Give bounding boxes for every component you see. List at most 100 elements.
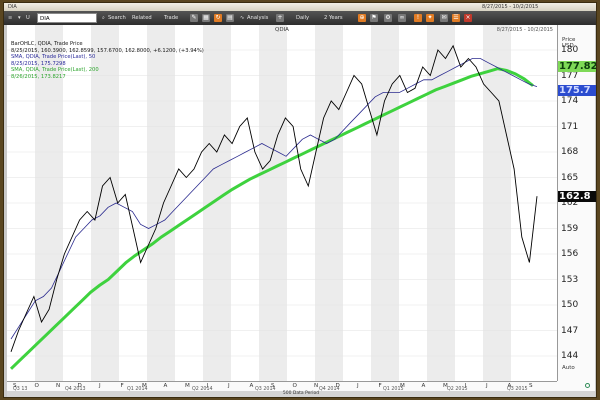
drawing-icon[interactable]: ✎ <box>190 14 198 22</box>
price-tick-label: 168 <box>561 147 579 157</box>
quarter-tick-label: Q2 2014 <box>192 387 213 392</box>
search-icon[interactable]: ⌕ <box>102 15 105 21</box>
chart-title: QDIA <box>275 27 289 33</box>
link-icon[interactable]: ∞ <box>398 14 406 22</box>
month-tick-label: J <box>228 383 230 389</box>
month-tick-label: J <box>357 383 359 389</box>
price-tick-label: 171 <box>561 121 579 132</box>
price-tick-label: 144 <box>561 351 579 361</box>
price-plot[interactable] <box>7 25 557 381</box>
chevron-down-icon[interactable]: ▾ <box>18 15 21 21</box>
zoom-icon[interactable]: ⊕ <box>358 14 366 22</box>
data-period-bar[interactable]: 500 Data Period <box>7 391 595 397</box>
month-tick-label: A <box>249 383 254 389</box>
sma-50-value-tag: 175.7 <box>558 84 596 96</box>
quarter-tick-label: Q4 2014 <box>319 387 340 392</box>
month-tick-label: A <box>507 383 512 389</box>
quarter-tick-label: Q1 2014 <box>127 387 148 392</box>
legend-sma200-title: SMA, QDIA, Trade Price(Last), 200 <box>11 67 99 74</box>
price-tick-label: 159 <box>561 223 579 234</box>
chart-legend: BarOHLC, QDIA, Trade Price 8/25/2015, 16… <box>11 41 204 81</box>
symbol-input[interactable]: DIA <box>37 13 97 23</box>
month-tick-label: O <box>34 383 39 389</box>
month-tick-label: M <box>185 383 190 389</box>
price-axis[interactable]: Price USD 180 177 174 171 168 165 162 159 156 153… <box>557 25 596 381</box>
sma-200-line <box>9 67 534 370</box>
analysis-button[interactable]: Analysis <box>247 15 269 21</box>
notes-icon[interactable]: ☰ <box>452 14 460 22</box>
month-tick-label: J <box>486 383 488 389</box>
table-icon[interactable]: ▤ <box>226 14 234 22</box>
quarter-tick-label: Q2 2015 <box>447 387 468 392</box>
layout-icon[interactable]: ▦ <box>202 14 210 22</box>
news-icon[interactable]: ✦ <box>426 14 434 22</box>
settings-icon[interactable]: ⚙ <box>384 14 392 22</box>
sma-50-line <box>10 58 538 340</box>
price-tick-label: 156 <box>561 249 579 259</box>
quarter-tick-label: Q3 2015 <box>507 387 528 392</box>
sma-200-value-tag: 177.82 <box>558 60 596 72</box>
chat-icon[interactable]: ✉ <box>440 14 448 22</box>
price-tick-label: 174 <box>561 96 579 106</box>
chart-window: DIA 8/27/2015 - 10/2/2015 ≡ ▾ U DIA ⌕ Se… <box>3 2 597 398</box>
symbol-type-icon[interactable]: U <box>26 15 30 21</box>
price-tick-label: 153 <box>561 274 579 285</box>
month-tick-label: D <box>335 383 340 389</box>
legend-sma50-title: SMA, QDIA, Trade Price(Last), 50 <box>11 54 96 61</box>
window-date-range: 8/27/2015 - 10/2/2015 <box>482 4 539 10</box>
price-tick-label: 150 <box>561 300 579 310</box>
flag-icon[interactable]: ⚑ <box>370 14 378 22</box>
price-axis-header: Price USD <box>562 37 576 49</box>
legend-price-title: BarOHLC, QDIA, Trade Price <box>11 41 83 47</box>
quarter-tick-label: Q3 13 <box>13 387 28 392</box>
axis-corner <box>557 381 595 391</box>
toolbar: ≡ ▾ U DIA ⌕ Search Related Trade ✎ ▦ ↻ ▤… <box>4 11 596 25</box>
quarter-tick-label: Q1 2015 <box>383 387 404 392</box>
price-tick-label: 147 <box>561 325 579 336</box>
related-button[interactable]: Related <box>132 15 152 21</box>
month-tick-label: A <box>421 383 426 389</box>
month-tick-label: J <box>206 383 209 389</box>
range-dropdown[interactable]: 2 Years <box>324 15 343 21</box>
crosshair-icon[interactable]: + <box>276 14 284 22</box>
quarter-tick-label: Q4 2013 <box>65 387 86 392</box>
status-dot-icon <box>585 383 590 388</box>
month-tick-label: M <box>400 383 405 389</box>
window-title: DIA <box>8 4 17 10</box>
price-tick-label: 165 <box>561 172 579 183</box>
menu-icon[interactable]: ≡ <box>8 15 13 21</box>
month-tick-label: S <box>529 383 533 389</box>
price-tick-label: 180 <box>561 45 579 55</box>
close-icon[interactable]: × <box>464 14 472 22</box>
month-tick-label: D <box>77 383 82 389</box>
titlebar: DIA 8/27/2015 - 10/2/2015 <box>4 3 596 11</box>
interval-dropdown[interactable]: Daily <box>296 15 310 21</box>
price-line <box>10 44 538 352</box>
time-axis[interactable]: S O N D J F M A M J J A S O N D J F M A M J J A S Q3 13 Q4 2013 Q1 … <box>7 381 557 392</box>
trade-button[interactable]: Trade <box>164 15 179 21</box>
chart-date-range: 8/27/2015 - 10/2/2015 <box>496 27 553 33</box>
month-tick-label: F <box>120 383 124 389</box>
month-tick-label: J <box>464 383 467 389</box>
month-tick-label: N <box>56 383 61 389</box>
month-tick-label: M <box>142 383 147 389</box>
month-tick-label: A <box>163 383 168 389</box>
month-tick-label: O <box>292 383 297 389</box>
last-price-tag: 162.8 <box>558 191 596 203</box>
auto-scale-toggle[interactable]: Auto <box>562 365 575 371</box>
month-tick-label: S <box>13 383 17 389</box>
price-tick-label: 162 <box>561 198 579 208</box>
month-tick-label: N <box>314 383 319 389</box>
month-tick-label: S <box>271 383 275 389</box>
month-tick-label: F <box>378 383 382 389</box>
price-tick-label: 177 <box>561 70 579 81</box>
alert-icon[interactable]: ! <box>414 14 422 22</box>
legend-sma50-value: 8/25/2015, 175.7298 <box>11 60 66 67</box>
chart-area[interactable]: QDIA 8/27/2015 - 10/2/2015 BarOHLC, QDIA… <box>7 25 557 381</box>
month-tick-label: J <box>99 383 101 389</box>
search-button[interactable]: Search <box>108 15 126 21</box>
month-tick-label: M <box>443 383 448 389</box>
refresh-icon[interactable]: ↻ <box>214 14 222 22</box>
analysis-icon[interactable]: ∿ <box>240 15 245 21</box>
legend-price-values: 8/25/2015, 160.3900, 162.8599, 157.6700,… <box>11 47 204 54</box>
